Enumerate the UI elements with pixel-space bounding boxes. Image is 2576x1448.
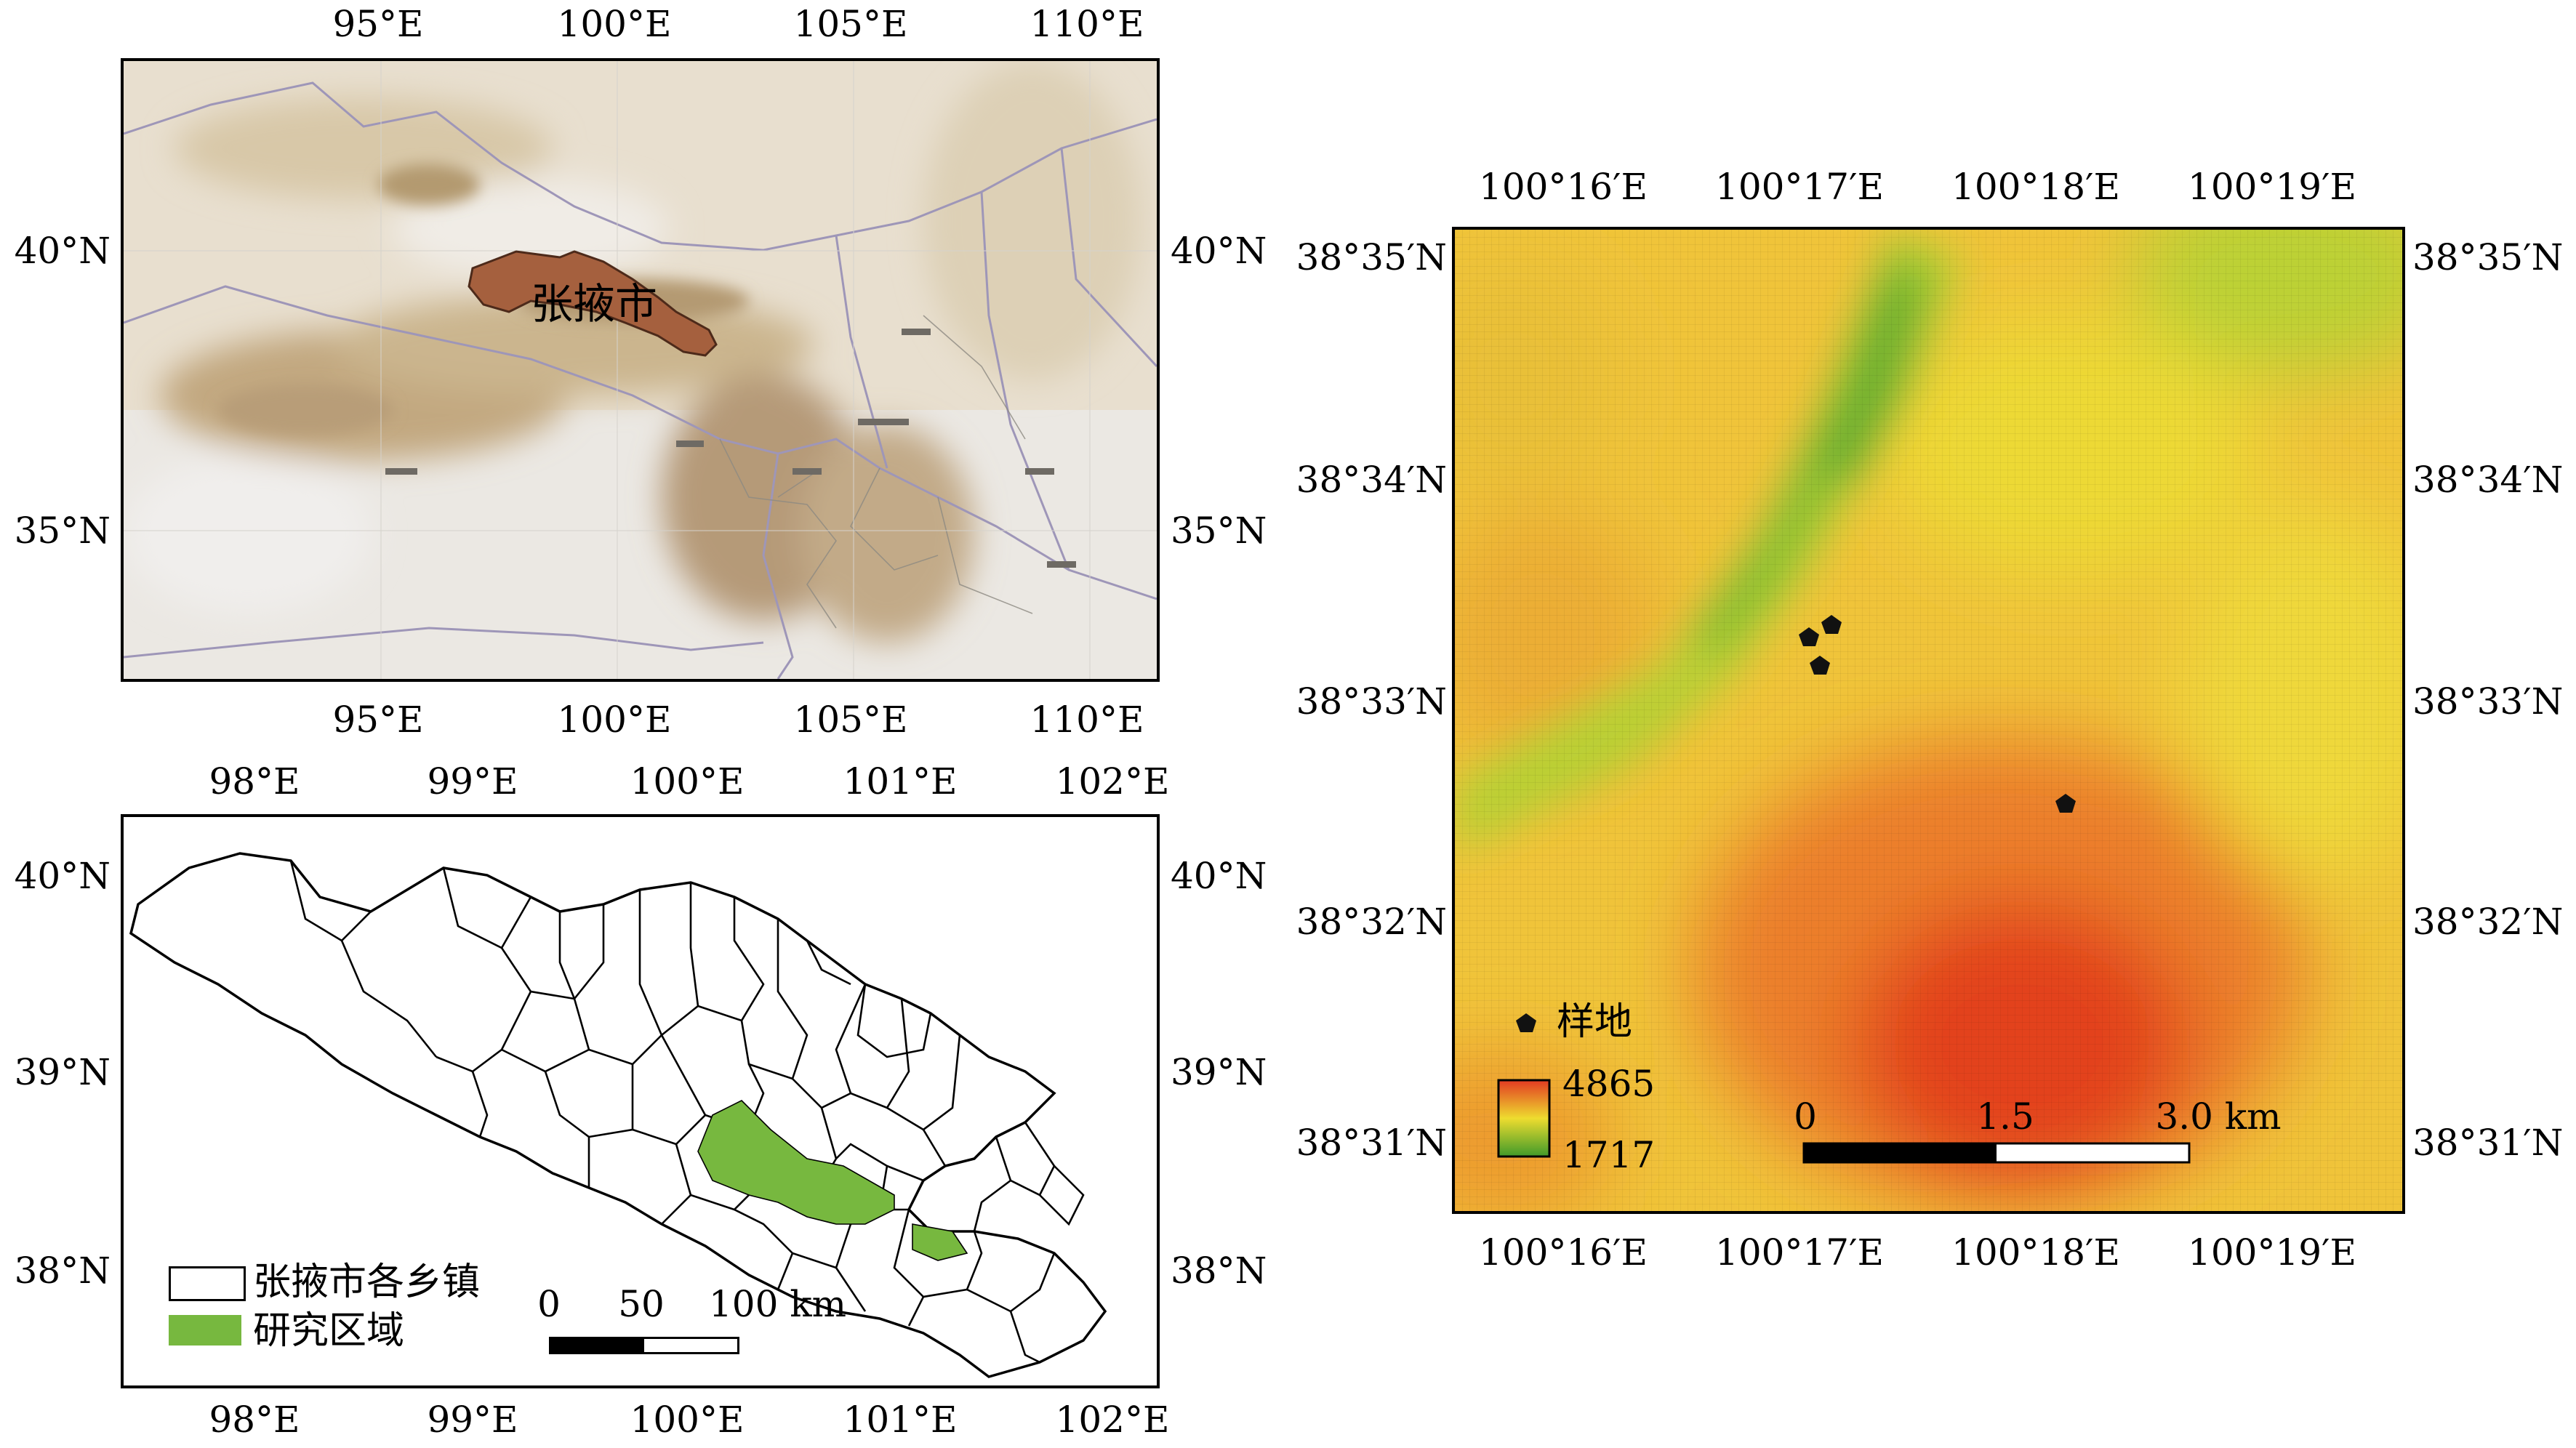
bottom-map-lon-tick-bottom: 101°E <box>843 1399 958 1441</box>
dem-scale-bar-zero-label: 0 <box>1794 1095 1817 1138</box>
legend-sample-plot-icon <box>1516 1013 1536 1032</box>
right-map-lon-tick-bottom: 100°19′E <box>2188 1231 2356 1274</box>
top-map-lon-tick-top: 105°E <box>793 3 908 45</box>
right-map-lat-tick-left: 38°32′N <box>1296 901 1447 943</box>
top-map-lon-tick-bottom: 110°E <box>1030 699 1144 741</box>
sample-plot-marker <box>1799 627 1819 646</box>
top-map-lat-tick-left: 35°N <box>14 510 111 552</box>
study-area-shape-east <box>912 1223 968 1261</box>
legend-elevation-max: 4865 <box>1562 1063 1656 1105</box>
top-map-frame: 张掖市 <box>121 58 1160 682</box>
sample-plot-marker <box>1810 656 1830 675</box>
legend-township-swatch <box>169 1266 246 1301</box>
scale-bar-zero-label: 0 <box>537 1283 561 1325</box>
legend-study-area-label: 研究区域 <box>253 1309 405 1353</box>
scale-bar-black-segment <box>551 1339 644 1352</box>
bottom-map-lon-tick-top: 102°E <box>1055 760 1170 803</box>
township-map <box>129 852 1107 1378</box>
township-boundaries <box>289 860 1085 1364</box>
top-map-lon-tick-top: 95°E <box>332 3 424 45</box>
bottom-map-lon-tick-top: 98°E <box>209 760 300 803</box>
sample-plot-marker <box>2055 794 2076 813</box>
right-map-lon-tick-bottom: 100°18′E <box>1951 1231 2120 1274</box>
legend-study-area-swatch <box>169 1315 241 1346</box>
bottom-map-lon-tick-bottom: 99°E <box>427 1399 518 1441</box>
right-map-lon-tick-bottom: 100°17′E <box>1715 1231 1884 1274</box>
bottom-map-lon-tick-top: 99°E <box>427 760 518 803</box>
bottom-map-lat-tick-left: 40°N <box>14 855 111 897</box>
dem-scale-bar-mid-label: 1.5 <box>1976 1095 2034 1138</box>
right-map-lon-tick-top: 100°17′E <box>1715 166 1884 208</box>
bottom-map-lon-tick-top: 100°E <box>630 760 745 803</box>
right-map-lat-tick-right: 38°33′N <box>2412 680 2564 723</box>
legend-township-label: 张掖市各乡镇 <box>253 1260 481 1304</box>
right-map-lat-tick-left: 38°31′N <box>1296 1122 1447 1164</box>
dem-scale-bar-black-segment <box>1804 1143 1997 1162</box>
dem-scale-bar-end-label: 3.0 km <box>2155 1095 2282 1138</box>
legend-elevation-min: 1717 <box>1562 1134 1656 1176</box>
bottom-map-lat-tick-left: 39°N <box>14 1051 111 1093</box>
dem-map-frame: 样地 4865 1717 0 1.5 3.0 km <box>1452 227 2405 1214</box>
right-map-lon-tick-top: 100°19′E <box>2188 166 2356 208</box>
right-map-lat-tick-right: 38°32′N <box>2412 901 2564 943</box>
study-area-shape <box>697 1100 895 1225</box>
regional-basemap <box>124 61 1157 679</box>
bottom-map-frame: 张掖市各乡镇 研究区域 0 50 100 km <box>121 814 1160 1388</box>
bottom-map-lon-tick-bottom: 98°E <box>209 1399 300 1441</box>
right-map-lat-tick-right: 38°31′N <box>2412 1122 2564 1164</box>
bottom-map-lat-tick-right: 40°N <box>1171 855 1267 897</box>
legend-sample-plot-label: 样地 <box>1557 1000 1633 1044</box>
bottom-map-lon-tick-bottom: 100°E <box>630 1399 745 1441</box>
top-map-lon-tick-top: 100°E <box>557 3 672 45</box>
bottom-map-lat-tick-right: 39°N <box>1171 1051 1267 1093</box>
right-map-lon-tick-top: 100°18′E <box>1951 166 2120 208</box>
dem-pixel-grid <box>1455 230 2402 1211</box>
right-map-lat-tick-left: 38°35′N <box>1296 236 1447 278</box>
bottom-map-lat-tick-left: 38°N <box>14 1250 111 1292</box>
legend-elevation-colorbar <box>1497 1079 1551 1158</box>
zhangye-city-shape <box>468 250 718 357</box>
top-map-lon-tick-bottom: 95°E <box>332 699 424 741</box>
bottom-map-lat-tick-right: 38°N <box>1171 1250 1267 1292</box>
right-map-lon-tick-bottom: 100°16′E <box>1479 1231 1648 1274</box>
province-boundaries <box>124 81 1157 679</box>
sample-plot-marker <box>1821 615 1842 634</box>
dem-raster <box>1455 230 2402 1211</box>
right-map-lat-tick-left: 38°34′N <box>1296 459 1447 501</box>
bottom-map-lon-tick-top: 101°E <box>843 760 958 803</box>
scale-bar <box>549 1337 739 1354</box>
scale-bar-end-label: 100 km <box>709 1283 847 1325</box>
top-map-lon-tick-bottom: 100°E <box>557 699 672 741</box>
right-map-lat-tick-right: 38°35′N <box>2412 236 2564 278</box>
top-map-lon-tick-top: 110°E <box>1030 3 1144 45</box>
right-map-lat-tick-right: 38°34′N <box>2412 459 2564 501</box>
graticule <box>124 61 1157 679</box>
top-map-lon-tick-bottom: 105°E <box>793 699 908 741</box>
sample-plot-markers <box>1799 615 2076 813</box>
zhangye-city-label: 张掖市 <box>531 279 658 329</box>
scale-bar-mid-label: 50 <box>618 1283 665 1325</box>
right-map-lon-tick-top: 100°16′E <box>1479 166 1648 208</box>
place-markers <box>385 329 1076 568</box>
zhangye-outline <box>129 852 1107 1378</box>
top-map-lat-tick-right: 40°N <box>1171 230 1267 272</box>
right-map-lat-tick-left: 38°33′N <box>1296 680 1447 723</box>
top-map-lat-tick-left: 40°N <box>14 230 111 272</box>
bottom-map-lon-tick-bottom: 102°E <box>1055 1399 1170 1441</box>
top-map-lat-tick-right: 35°N <box>1171 510 1267 552</box>
